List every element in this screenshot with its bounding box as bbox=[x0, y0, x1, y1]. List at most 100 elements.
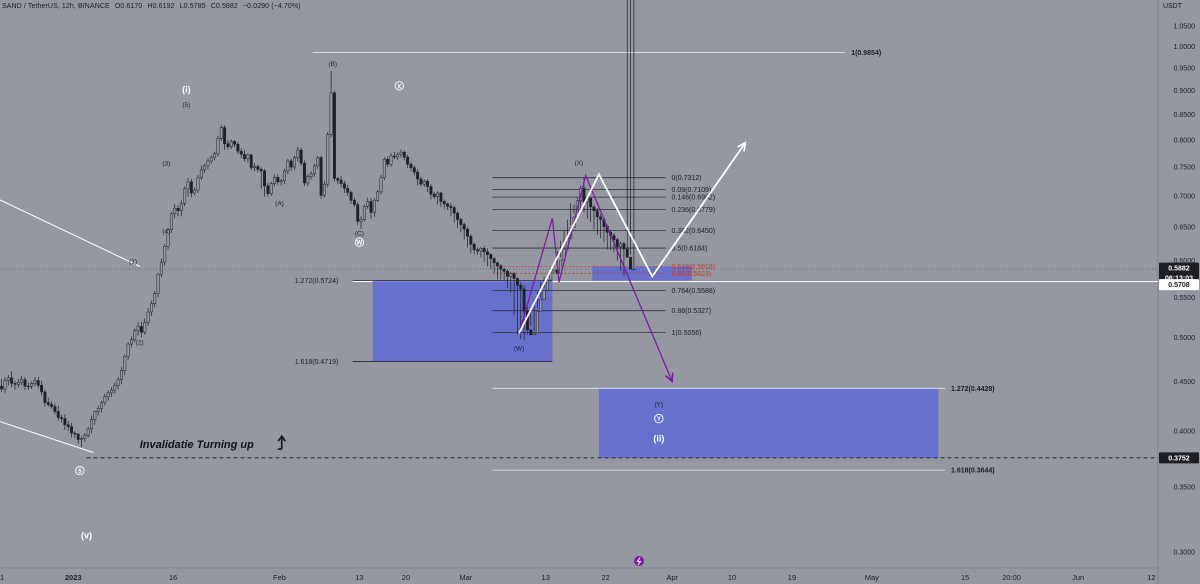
candle-body bbox=[169, 213, 173, 230]
candle-body bbox=[153, 293, 157, 304]
symbol-title[interactable]: SAND / TetherUS, 12h, BINANCE bbox=[2, 3, 110, 10]
x-tick-label: 21 bbox=[0, 573, 4, 582]
fib-label: 0.66(0.5823) bbox=[672, 271, 712, 278]
candle-body bbox=[529, 329, 533, 336]
candle-body bbox=[156, 273, 160, 294]
x-tick-label: 19 bbox=[788, 573, 796, 582]
candle-body bbox=[13, 383, 17, 385]
candle-body bbox=[166, 229, 170, 247]
y-tick-label: 0.3500 bbox=[1174, 485, 1196, 492]
candle-body bbox=[30, 383, 34, 387]
candle-body bbox=[253, 166, 257, 168]
candle-body bbox=[426, 181, 430, 187]
candle-body bbox=[149, 303, 153, 313]
annotation-arrowhead bbox=[277, 434, 286, 442]
candle-body bbox=[16, 382, 20, 385]
wave-label-circle bbox=[354, 237, 365, 247]
y-tick-label: 0.5000 bbox=[1174, 335, 1196, 342]
candle-body bbox=[233, 141, 237, 145]
candle-body bbox=[159, 261, 163, 275]
candle-body bbox=[113, 385, 117, 391]
candle-body bbox=[40, 385, 44, 393]
candle-body bbox=[139, 326, 143, 333]
candle-body bbox=[352, 199, 356, 205]
candle-body bbox=[539, 299, 543, 312]
candle-body bbox=[409, 164, 413, 168]
candle-body bbox=[396, 154, 400, 158]
candle-body bbox=[110, 389, 113, 394]
wave-label: (W) bbox=[514, 345, 524, 352]
candle-body bbox=[0, 385, 4, 390]
candle-body bbox=[226, 143, 230, 148]
candle-body bbox=[186, 181, 190, 190]
candle-body bbox=[283, 170, 286, 181]
candle-body bbox=[179, 203, 183, 211]
candle-body bbox=[83, 434, 87, 439]
candle-body bbox=[206, 160, 210, 167]
wave-label: (X) bbox=[575, 160, 584, 167]
x-tick-label: Mar bbox=[459, 573, 472, 582]
lightning-icon bbox=[636, 557, 642, 566]
candle-body bbox=[459, 219, 463, 225]
purple-projection-arrowhead bbox=[664, 372, 674, 384]
wave-label: (1) bbox=[129, 259, 137, 266]
candle-body bbox=[499, 265, 503, 270]
x-tick-label: 16 bbox=[169, 573, 177, 582]
candle-body bbox=[50, 404, 54, 407]
x-tick-label: 10 bbox=[728, 573, 736, 582]
candle-body bbox=[289, 160, 293, 168]
candle-body bbox=[625, 248, 629, 258]
candle-body bbox=[279, 180, 283, 183]
fib-label: 0.236(0.6779) bbox=[672, 207, 716, 214]
wave-label: (C) bbox=[355, 230, 364, 237]
fib-label: 1.272(0.5724) bbox=[295, 278, 339, 285]
invalidation-price-tag: 0.3752 bbox=[1168, 455, 1190, 462]
candle-body bbox=[449, 206, 453, 208]
y-tick-label: 0.7000 bbox=[1174, 194, 1196, 201]
candle-body bbox=[506, 271, 509, 277]
candle-body bbox=[33, 380, 37, 384]
candle-body bbox=[446, 203, 450, 207]
candle-body bbox=[313, 165, 316, 175]
candle-body bbox=[26, 385, 30, 388]
wave-label-circle bbox=[75, 465, 85, 476]
candle-body bbox=[519, 284, 523, 290]
fib-label: 1.618(0.4719) bbox=[295, 359, 339, 366]
candle-body bbox=[412, 167, 416, 173]
candle-body bbox=[509, 273, 513, 277]
candle-body bbox=[329, 92, 333, 135]
ohlc-change: −0.0290 (−4.70%) bbox=[242, 3, 301, 10]
fib-label: 0.88(0.5327) bbox=[672, 308, 712, 315]
candle-body bbox=[199, 169, 203, 179]
candle-body bbox=[439, 192, 443, 202]
support-price-tag: 0.5708 bbox=[1168, 282, 1190, 289]
candle-body bbox=[209, 156, 213, 162]
candle-body bbox=[56, 411, 60, 418]
candle-body bbox=[422, 181, 426, 185]
x-tick-label: 2023 bbox=[65, 573, 82, 582]
candle-body bbox=[326, 134, 330, 185]
candle-body bbox=[103, 396, 107, 403]
candle-body bbox=[213, 153, 217, 158]
candle-body bbox=[479, 248, 483, 252]
candle-body bbox=[522, 288, 526, 312]
candle-body bbox=[622, 243, 626, 250]
candle-body bbox=[296, 149, 300, 158]
candle-body bbox=[316, 157, 320, 167]
candle-body bbox=[193, 189, 197, 194]
candle-body bbox=[219, 127, 223, 139]
candle-body bbox=[80, 438, 83, 440]
white-trendline-upper bbox=[0, 199, 140, 267]
y-tick-label: 0.6500 bbox=[1174, 225, 1196, 232]
wave-label: (4) bbox=[162, 228, 170, 235]
candle-body bbox=[362, 206, 366, 220]
y-tick-label: 0.4000 bbox=[1174, 428, 1196, 435]
support-price-tag-bg bbox=[1159, 279, 1199, 291]
candle-body bbox=[332, 92, 336, 179]
candle-body bbox=[356, 204, 360, 222]
candle-body bbox=[236, 143, 240, 152]
y-tick-label: 1.0000 bbox=[1174, 44, 1196, 51]
candle-body bbox=[612, 235, 616, 240]
candle-body bbox=[63, 418, 67, 425]
